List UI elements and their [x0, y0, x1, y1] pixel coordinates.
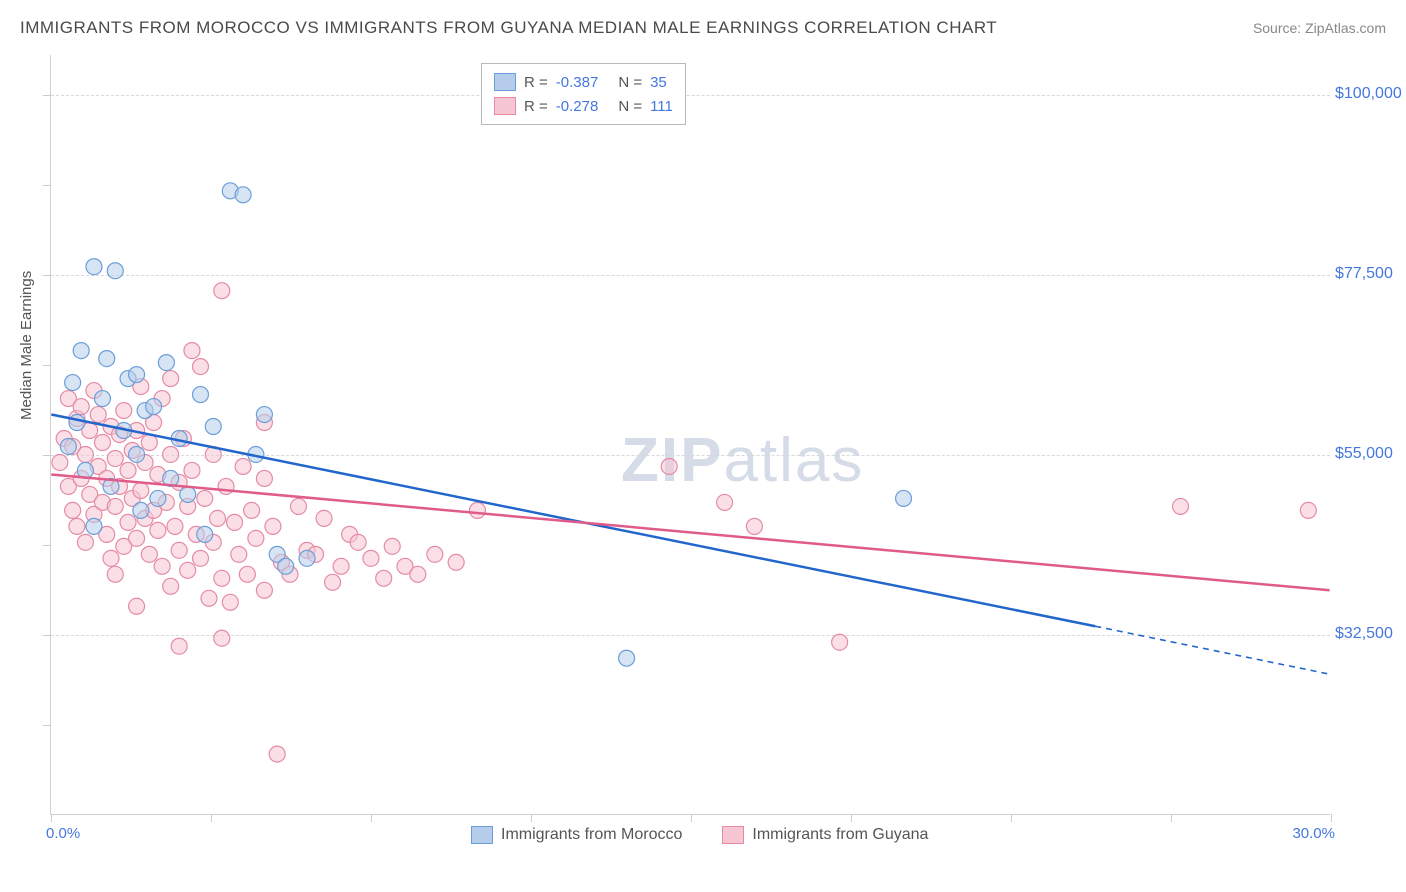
chart-title: IMMIGRANTS FROM MOROCCO VS IMMIGRANTS FR…	[20, 18, 997, 38]
x-tick	[371, 814, 372, 822]
x-max-label: 30.0%	[1292, 825, 1335, 842]
y-tick	[43, 725, 51, 726]
x-min-label: 0.0%	[46, 825, 80, 842]
x-tick	[1331, 814, 1332, 822]
n-label: N =	[618, 98, 642, 115]
y-tick	[43, 545, 51, 546]
correlation-chart: IMMIGRANTS FROM MOROCCO VS IMMIGRANTS FR…	[0, 0, 1406, 892]
y-tick	[43, 455, 51, 456]
source-label: Source: ZipAtlas.com	[1253, 20, 1386, 36]
y-tick-label: $55,000	[1335, 445, 1406, 463]
plot-area: ZIPatlas $32,500$55,000$77,500$100,000 R…	[50, 55, 1330, 815]
y-tick	[43, 95, 51, 96]
r-value-guyana: -0.278	[556, 98, 599, 115]
legend-item-morocco: Immigrants from Morocco	[471, 826, 682, 844]
y-tick	[43, 365, 51, 366]
x-tick	[211, 814, 212, 822]
x-tick	[851, 814, 852, 822]
gridline	[51, 455, 1330, 456]
r-label: R =	[524, 98, 548, 115]
legend-swatch-guyana	[722, 826, 744, 844]
stats-row-guyana: R = -0.278 N = 111	[494, 94, 673, 118]
y-tick-label: $100,000	[1335, 85, 1406, 103]
y-tick	[43, 635, 51, 636]
n-value-guyana: 111	[650, 98, 673, 115]
legend-label-guyana: Immigrants from Guyana	[752, 826, 928, 844]
gridline	[51, 635, 1330, 636]
stats-legend: R = -0.387 N = 35 R = -0.278 N = 111	[481, 63, 686, 125]
r-label: R =	[524, 74, 548, 91]
legend-swatch-morocco	[471, 826, 493, 844]
x-tick	[691, 814, 692, 822]
series-legend: Immigrants from Morocco Immigrants from …	[471, 826, 928, 844]
x-tick	[51, 814, 52, 822]
r-value-morocco: -0.387	[556, 74, 599, 91]
y-tick	[43, 185, 51, 186]
swatch-morocco	[494, 73, 516, 91]
y-tick-label: $32,500	[1335, 625, 1406, 643]
watermark: ZIPatlas	[621, 425, 864, 496]
x-tick	[1171, 814, 1172, 822]
x-tick	[531, 814, 532, 822]
legend-label-morocco: Immigrants from Morocco	[501, 826, 682, 844]
stats-row-morocco: R = -0.387 N = 35	[494, 70, 673, 94]
gridline	[51, 275, 1330, 276]
x-tick	[1011, 814, 1012, 822]
n-value-morocco: 35	[650, 74, 667, 91]
n-label: N =	[618, 74, 642, 91]
y-tick-label: $77,500	[1335, 265, 1406, 283]
y-tick	[43, 275, 51, 276]
swatch-guyana	[494, 97, 516, 115]
gridline	[51, 95, 1330, 96]
y-axis-title: Median Male Earnings	[18, 271, 35, 420]
legend-item-guyana: Immigrants from Guyana	[722, 826, 928, 844]
